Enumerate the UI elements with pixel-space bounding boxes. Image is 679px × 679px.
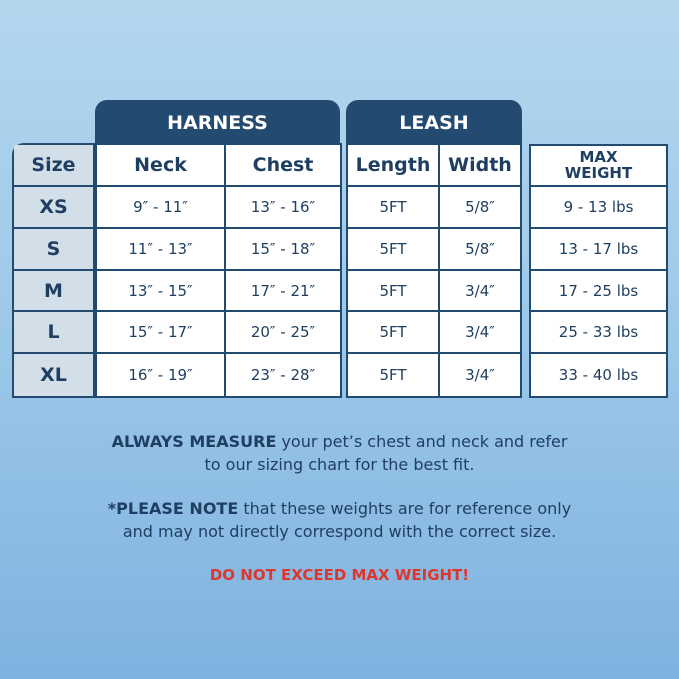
cell-size: M — [14, 271, 95, 312]
column-header-width: Width — [440, 145, 520, 187]
cell-weight: 9 - 13 lbs — [531, 187, 666, 229]
leash-header: LEASH — [346, 100, 522, 145]
max-weight-warning: DO NOT EXCEED MAX WEIGHT! — [209, 566, 470, 584]
cell-width: 5/8″ — [440, 187, 520, 229]
note-text: that these weights are for reference onl… — [238, 499, 572, 518]
cell-size: L — [14, 312, 95, 354]
cell-size: XL — [14, 354, 95, 396]
column-header-neck: Neck — [97, 145, 226, 187]
measure-note-line2: to our sizing chart for the best fit. — [204, 455, 475, 474]
cell-weight: 13 - 17 lbs — [531, 229, 666, 271]
cell-length: 5FT — [348, 312, 440, 354]
cell-size: S — [14, 229, 95, 271]
measure-note: ALWAYS MEASURE your pet’s chest and neck… — [0, 430, 679, 453]
cell-chest: 20″ - 25″ — [226, 312, 340, 354]
cell-weight: 25 - 33 lbs — [531, 312, 666, 354]
cell-chest: 17″ - 21″ — [226, 271, 340, 312]
harness-header: HARNESS — [95, 100, 340, 145]
cell-neck: 13″ - 15″ — [97, 271, 226, 312]
column-header-size: Size — [14, 145, 95, 187]
cell-neck: 11″ - 13″ — [97, 229, 226, 271]
cell-length: 5FT — [348, 354, 440, 396]
cell-width: 5/8″ — [440, 229, 520, 271]
note-bold: *PLEASE NOTE — [107, 499, 239, 518]
cell-neck: 15″ - 17″ — [97, 312, 226, 354]
cell-chest: 13″ - 16″ — [226, 187, 340, 229]
column-header-length: Length — [348, 145, 440, 187]
cell-width: 3/4″ — [440, 312, 520, 354]
cell-length: 5FT — [348, 229, 440, 271]
column-header-weight: MAX WEIGHT — [531, 145, 666, 187]
cell-weight: 17 - 25 lbs — [531, 271, 666, 312]
cell-neck: 9″ - 11″ — [97, 187, 226, 229]
weight-note-line2: and may not directly correspond with the… — [122, 522, 557, 541]
cell-size: XS — [14, 187, 95, 229]
measure-bold: ALWAYS MEASURE — [111, 432, 277, 451]
cell-chest: 15″ - 18″ — [226, 229, 340, 271]
cell-width: 3/4″ — [465, 366, 495, 384]
cell-weight: 33 - 40 lbs — [558, 366, 639, 384]
cell-width: 3/4″ — [440, 271, 520, 312]
measure-text: your pet’s chest and neck and refer — [276, 432, 568, 451]
cell-neck: 16″ - 19″ — [97, 354, 226, 396]
weight-note: *PLEASE NOTE that these weights are for … — [0, 497, 679, 520]
cell-chest: 23″ - 28″ — [250, 366, 316, 384]
column-header-chest: Chest — [226, 145, 340, 187]
cell-length: 5FT — [348, 187, 440, 229]
cell-length: 5FT — [348, 271, 440, 312]
